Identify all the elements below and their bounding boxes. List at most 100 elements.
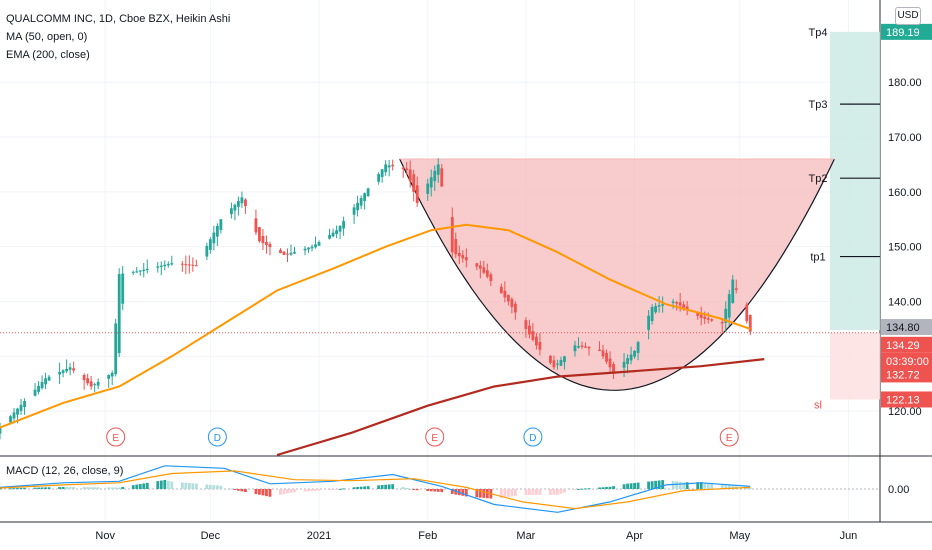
macd-histogram-bar xyxy=(138,484,142,489)
candle-body xyxy=(426,183,430,194)
candle-body xyxy=(675,302,679,304)
macd-histogram-bar xyxy=(289,489,293,493)
macd-histogram-bar xyxy=(170,481,174,489)
macd-histogram-bar xyxy=(240,489,244,492)
candle-body xyxy=(573,345,577,352)
badge-price-bg xyxy=(881,366,932,383)
candle-body xyxy=(513,303,517,313)
candle-body xyxy=(485,270,489,277)
candle-body xyxy=(86,378,90,384)
macd-histogram-bar xyxy=(19,487,23,489)
candle-body xyxy=(254,218,258,233)
macd-histogram-bar xyxy=(121,486,125,489)
candle-body xyxy=(93,384,97,386)
candle-body xyxy=(310,246,314,249)
macd-legend[interactable]: MACD (12, 26, close, 9) xyxy=(6,465,124,477)
macd-histogram-bar xyxy=(166,480,170,489)
candle-body xyxy=(356,202,360,211)
macd-histogram-bar xyxy=(633,482,636,489)
candle-body xyxy=(61,370,65,373)
ma-legend[interactable]: MA (50, open, 0) xyxy=(6,31,88,43)
candle-body xyxy=(401,167,405,170)
event-marker xyxy=(106,427,126,447)
candle-body xyxy=(387,165,391,168)
candle-body xyxy=(205,245,209,257)
candle-body xyxy=(412,174,416,192)
x-tick-label: Nov xyxy=(95,530,115,542)
candle-body xyxy=(696,312,700,316)
candle-body xyxy=(633,350,636,357)
macd-histogram-bar xyxy=(506,489,510,497)
candle-body xyxy=(37,385,40,392)
badge-sl: 122.13 xyxy=(886,394,920,406)
event-label: E xyxy=(431,433,438,444)
candle-body xyxy=(289,252,293,255)
macd-histogram-bar xyxy=(724,485,728,489)
symbol-title[interactable]: QUALCOMM INC, 1D, Cboe BZX, Heikin Ashi xyxy=(6,13,231,25)
candle-body xyxy=(338,225,342,232)
candle-body xyxy=(671,301,675,303)
candle-body xyxy=(457,252,461,257)
candle-body xyxy=(131,271,135,273)
macd-histogram-bar xyxy=(608,486,612,489)
candle-body xyxy=(163,264,167,267)
candle-body xyxy=(706,318,710,320)
candle-body xyxy=(552,360,556,368)
candle-body xyxy=(556,363,559,365)
event-label: E xyxy=(726,433,733,444)
candle-body xyxy=(524,320,528,329)
macd-histogram-bar xyxy=(12,488,16,490)
event-marker xyxy=(719,427,739,447)
candle-body xyxy=(429,177,433,188)
macd-histogram-bar xyxy=(208,484,212,489)
macd-histogram-bar xyxy=(117,487,121,489)
candle-body xyxy=(489,274,493,281)
macd-histogram-bar xyxy=(72,487,76,489)
macd-histogram-bar xyxy=(184,482,188,489)
macd-y-tick: 0.00 xyxy=(888,484,909,496)
macd-histogram-bar xyxy=(191,483,195,489)
currency-button[interactable]: USD xyxy=(895,7,921,25)
candle-body xyxy=(577,346,580,348)
macd-histogram-bar xyxy=(408,488,412,490)
macd-histogram-bar xyxy=(556,489,559,495)
macd-histogram-bar xyxy=(436,489,440,492)
stop-loss-label: sl xyxy=(814,399,822,411)
macd-histogram-bar xyxy=(114,487,118,489)
macd-histogram-bar xyxy=(279,489,282,495)
candle-body xyxy=(682,304,686,308)
macd-histogram-bar xyxy=(237,489,240,491)
candle-body xyxy=(166,263,170,266)
candle-body xyxy=(12,412,16,419)
candle-body xyxy=(180,263,184,265)
candle-body xyxy=(734,288,738,290)
candle-body xyxy=(135,271,139,273)
x-tick-label: Jun xyxy=(840,530,858,542)
candle-body xyxy=(40,382,44,389)
macd-histogram-bar xyxy=(745,487,749,489)
candle-body xyxy=(678,302,682,306)
macd-histogram-bar xyxy=(503,489,507,498)
y-tick-label: 180.00 xyxy=(888,77,922,89)
candle-body xyxy=(229,208,233,215)
candle-body xyxy=(156,266,160,268)
x-tick-label: Feb xyxy=(418,530,437,542)
macd-histogram-bar xyxy=(478,489,482,498)
macd-histogram-bar xyxy=(282,489,286,495)
candle-body xyxy=(510,299,514,307)
candle-body xyxy=(335,230,338,234)
candle-body xyxy=(731,279,735,303)
ema-legend[interactable]: EMA (200, close) xyxy=(6,49,90,61)
macd-histogram-bar xyxy=(261,489,265,496)
candle-body xyxy=(265,241,268,246)
candle-body xyxy=(187,264,191,266)
candle-body xyxy=(405,168,409,170)
candle-body xyxy=(331,232,335,237)
macd-histogram-bar xyxy=(219,485,223,489)
macd-histogram-bar xyxy=(391,484,395,489)
candle-body xyxy=(450,217,454,253)
macd-histogram-bar xyxy=(47,487,51,489)
candle-body xyxy=(612,364,615,373)
event-label: D xyxy=(214,433,221,444)
